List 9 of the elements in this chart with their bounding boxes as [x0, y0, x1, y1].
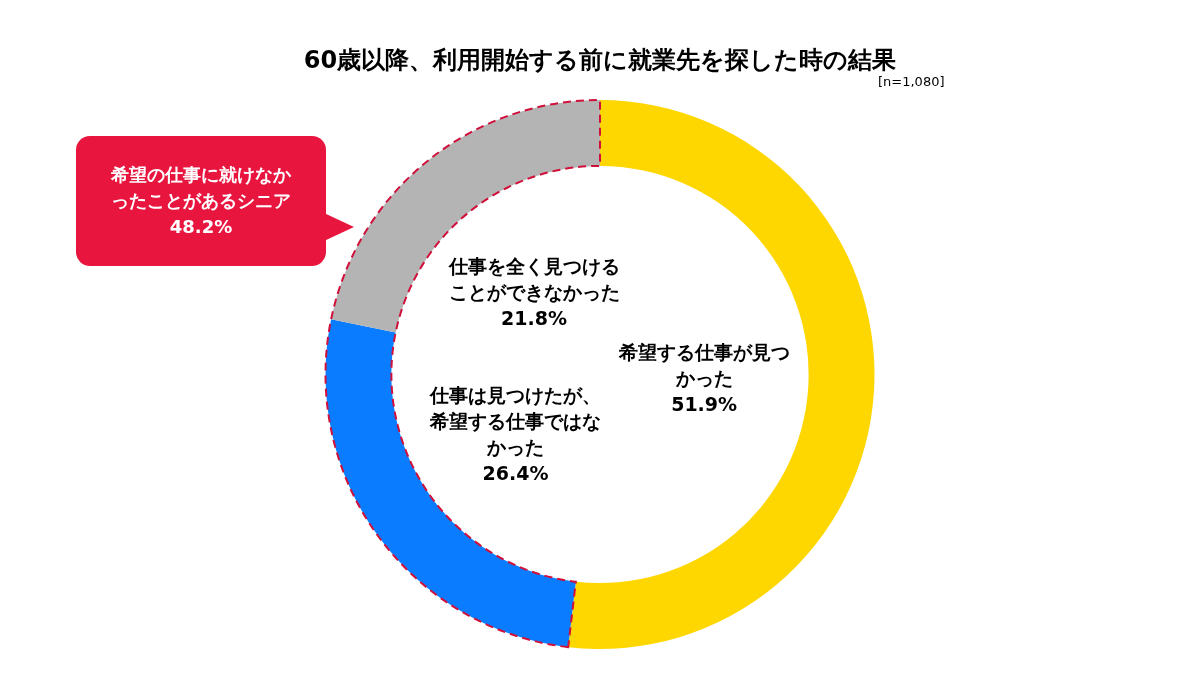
- chart-title: 60歳以降、利用開始する前に就業先を探した時の結果: [302, 45, 898, 76]
- data-label: 21.8%: [501, 306, 568, 329]
- slice-label: 仕事を全く見つけることができなかった: [447, 254, 620, 303]
- slice-label: 希望する仕事が見つかった: [617, 341, 790, 390]
- data-label: 26.4%: [482, 461, 549, 484]
- text: 希望の仕事に就けなかったことがあるシニア 48.2%: [111, 163, 291, 239]
- data-label: 51.9%: [671, 393, 738, 416]
- text: [n=1,080]: [878, 74, 945, 89]
- slice-label: 仕事は見つけたが、希望する仕事ではなかった: [428, 383, 601, 458]
